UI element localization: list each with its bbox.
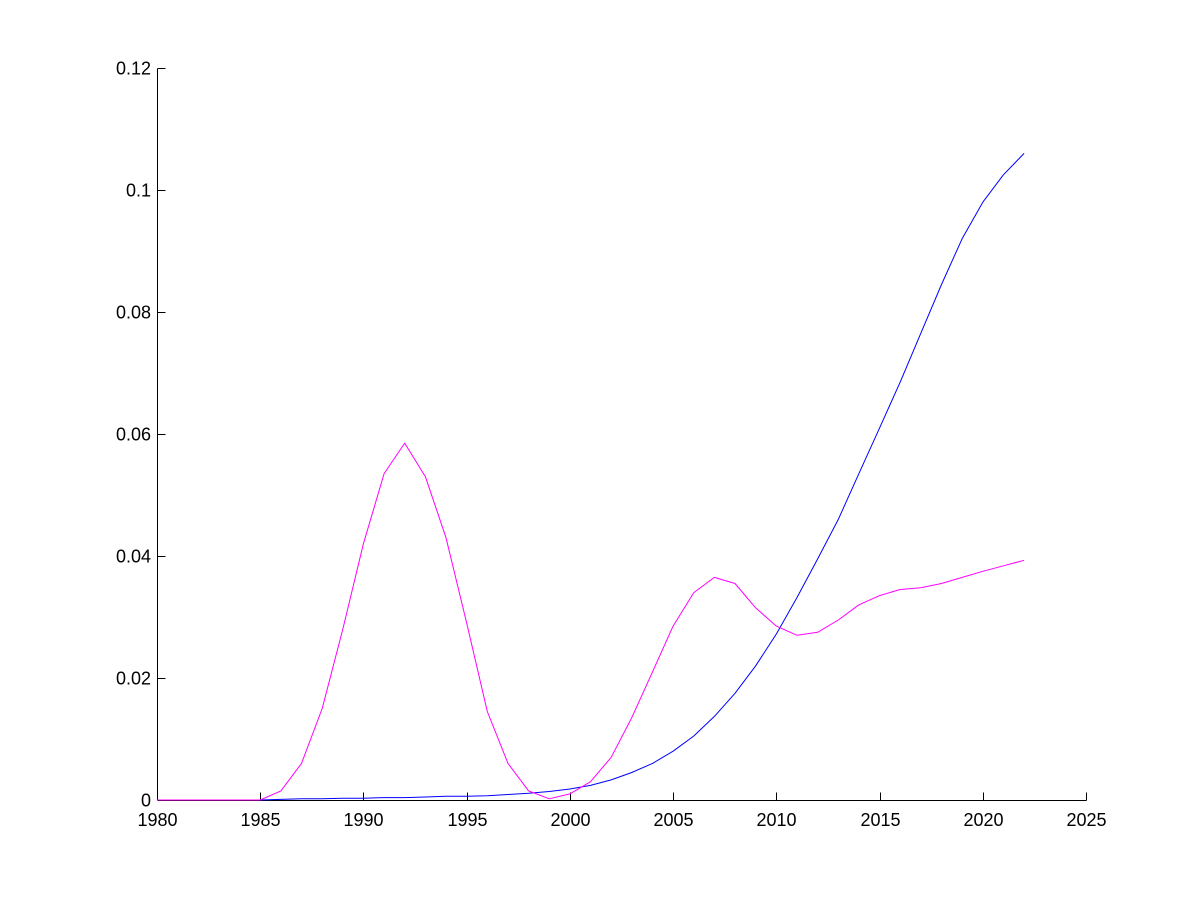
y-axis-ticks: 0 0.02 0.04 0.06 0.08 0.1 0.12: [116, 59, 166, 811]
series-line-2: [157, 442, 1025, 801]
y-tick-label: 0.06: [116, 425, 151, 445]
y-tick-label: 0.1: [126, 181, 151, 201]
y-tick-label: 0.08: [116, 303, 151, 323]
x-tick-label: 1990: [343, 810, 383, 830]
y-tick-label: 0.04: [116, 547, 151, 567]
y-tick-label: 0.12: [116, 59, 151, 79]
x-tick-label: 1980: [137, 810, 177, 830]
x-tick-label: 1995: [447, 810, 487, 830]
x-tick-label: 2005: [653, 810, 693, 830]
y-tick-label: 0.02: [116, 669, 151, 689]
x-tick-label: 2010: [756, 810, 796, 830]
x-tick-label: 2020: [963, 810, 1003, 830]
y-tick-label: 0: [141, 791, 151, 811]
plot-area: 1980 1985 1990 1995 2000 2005 2010 2015 2020 2025…: [116, 59, 1107, 831]
x-tick-label: 1985: [240, 810, 280, 830]
series-layer: [157, 153, 1025, 801]
x-axis-ticks: 1980 1985 1990 1995 2000 2005 2010 2015 2020 2025: [137, 792, 1107, 830]
x-tick-label: 2000: [550, 810, 590, 830]
x-tick-label: 2025: [1066, 810, 1106, 830]
x-tick-label: 2015: [860, 810, 900, 830]
series-line-1: [157, 153, 1025, 801]
